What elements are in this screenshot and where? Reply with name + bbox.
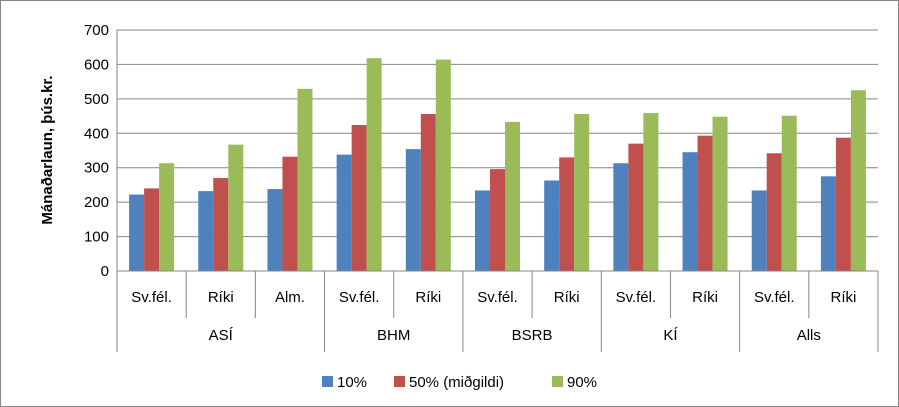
y-tick-label: 200 [84, 194, 109, 211]
x-tick-label: Sv.fél. [339, 289, 380, 306]
bar [643, 112, 659, 271]
x-tick-label: Ríki [415, 289, 441, 306]
bar [751, 190, 767, 271]
x-group-label: BHM [377, 327, 410, 344]
y-tick-label: 300 [84, 160, 109, 177]
bar [282, 156, 298, 271]
x-tick-label: Sv.fél. [477, 289, 518, 306]
x-tick-label: Sv.fél. [754, 289, 795, 306]
bar [366, 58, 382, 271]
bar [850, 90, 866, 271]
legend-swatch [322, 376, 333, 387]
y-tick-label: 700 [84, 22, 109, 39]
bar [267, 189, 283, 271]
bar [405, 149, 421, 271]
bar [574, 114, 590, 272]
legend-label: 50% (miðgildi) [409, 374, 504, 391]
x-group-label: Alls [797, 327, 821, 344]
bar [420, 114, 436, 272]
bar [544, 180, 560, 271]
bar [351, 125, 367, 271]
x-group-label: ASÍ [209, 327, 234, 344]
bar [475, 190, 490, 271]
bar [297, 88, 313, 271]
bar [766, 153, 782, 271]
bar [159, 163, 175, 271]
bar [144, 188, 160, 271]
x-tick-label: Sv.fél. [131, 289, 172, 306]
bar [228, 144, 244, 271]
legend-label: 10% [337, 374, 367, 391]
x-tick-label: Sv.fél. [616, 289, 657, 306]
y-axis-title: Mánaðarlaun, þús.kr. [39, 75, 56, 224]
y-tick-label: 100 [84, 229, 109, 246]
gridlines [117, 29, 878, 238]
y-tick-label: 0 [101, 263, 109, 280]
x-tick-label: Alm. [275, 289, 305, 306]
x-tick-label: Ríki [830, 289, 856, 306]
x-group-label: KÍ [663, 327, 678, 344]
y-tick-label: 500 [84, 91, 109, 108]
bar [336, 154, 352, 271]
bar [198, 191, 214, 271]
bar [682, 152, 698, 271]
bar [697, 135, 713, 271]
bar [490, 169, 505, 271]
bar [129, 194, 145, 271]
axes: 0 100 200 300 400 500 600 700 Sv.fél. Ríki Alm. Sv.… [84, 22, 879, 352]
x-tick-label: Ríki [692, 289, 718, 306]
bar [505, 121, 520, 271]
bar [712, 116, 728, 271]
y-tick-label: 600 [84, 56, 109, 73]
bar [781, 115, 797, 271]
bar [835, 137, 851, 271]
x-tick-label: Ríki [208, 289, 234, 306]
bars [129, 58, 866, 272]
bar [820, 176, 836, 271]
bar [435, 59, 451, 272]
bar [559, 157, 575, 271]
legend-label: 90% [567, 374, 597, 391]
bar [213, 178, 229, 271]
legend-swatch [394, 376, 405, 387]
x-tick-label: Ríki [554, 289, 580, 306]
bar [613, 163, 629, 271]
x-group-label: BSRB [512, 327, 553, 344]
bar [628, 143, 644, 271]
y-tick-label: 400 [84, 125, 109, 142]
legend-swatch [552, 376, 563, 387]
legend: 10% 50% (miðgildi) 90% [322, 374, 597, 391]
